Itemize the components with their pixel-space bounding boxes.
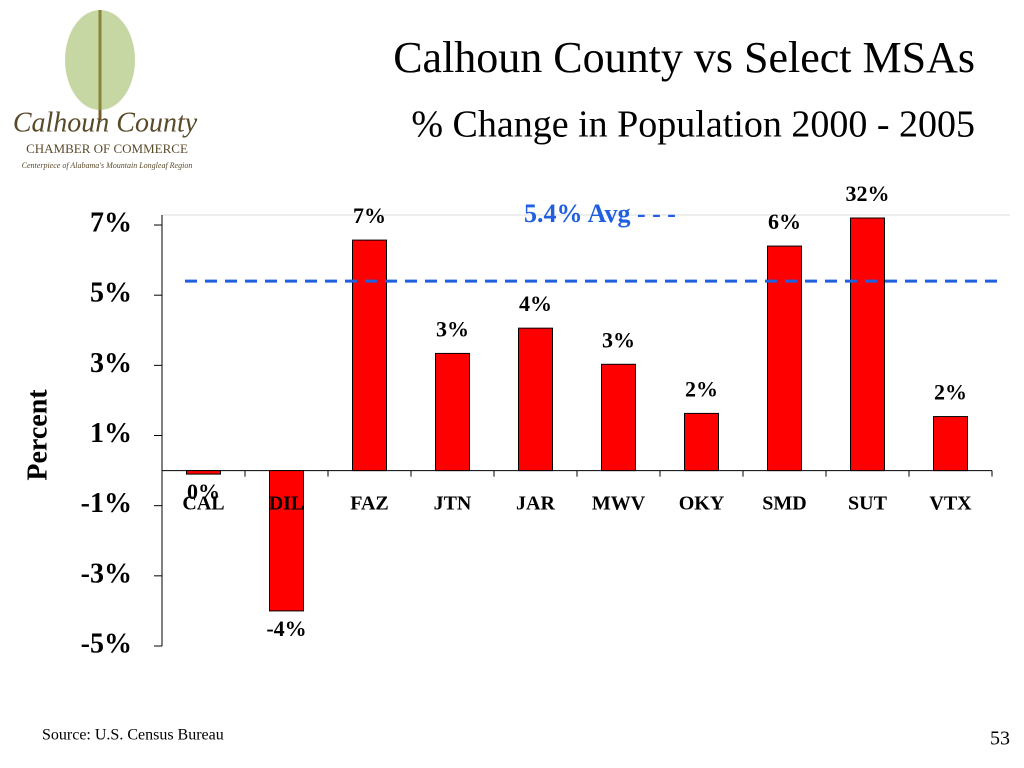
- bar: [518, 327, 553, 472]
- y-axis-label: Percent: [22, 389, 53, 481]
- x-tick-label: CAL: [182, 493, 224, 515]
- x-tick-label: VTX: [929, 493, 972, 515]
- value-label: 0%: [187, 479, 220, 504]
- value-label: 3%: [602, 327, 635, 352]
- logo-name: Calhoun County: [13, 107, 198, 138]
- chart-title: Calhoun County vs Select MSAs: [393, 33, 975, 82]
- source: Source: U.S. Census Bureau: [42, 727, 224, 744]
- value-label: 32%: [846, 181, 890, 206]
- value-label: 4%: [519, 291, 552, 316]
- bar: [186, 470, 221, 475]
- logo-org: CHAMBER OF COMMERCE: [26, 141, 188, 156]
- average-label: 5.4% Avg - - -: [524, 199, 676, 228]
- logo-foliage: [65, 10, 135, 110]
- value-label: -4%: [266, 616, 306, 641]
- y-tick-label: 1%: [90, 418, 132, 449]
- y-tick-label: -3%: [81, 558, 132, 589]
- bar: [767, 245, 802, 472]
- x-tick-label: SUT: [848, 493, 888, 515]
- page-number: 53: [990, 728, 1010, 750]
- bar: [352, 239, 387, 472]
- bar: [269, 470, 304, 612]
- bar: [601, 363, 636, 472]
- chart-subtitle: % Change in Population 2000 - 2005: [411, 104, 975, 146]
- bar: [684, 412, 719, 472]
- y-tick-label: 5%: [90, 278, 132, 309]
- x-tick-label: MWV: [592, 493, 646, 515]
- bar: [933, 416, 968, 472]
- x-tick-label: OKY: [679, 493, 725, 515]
- value-label: 3%: [436, 316, 469, 341]
- y-tick-label: -1%: [81, 488, 132, 519]
- value-label: 2%: [934, 380, 967, 405]
- x-tick-label: JTN: [434, 493, 472, 515]
- y-tick-label: -5%: [81, 628, 132, 659]
- x-tick-label: DIL: [269, 493, 305, 515]
- x-tick-label: SMD: [762, 493, 806, 515]
- x-tick-label: FAZ: [350, 493, 389, 515]
- logo: Calhoun County CHAMBER OF COMMERCE Cente…: [13, 10, 198, 170]
- bar: [435, 352, 470, 472]
- bar: [850, 217, 885, 472]
- value-label: 7%: [353, 203, 386, 228]
- value-label: 2%: [685, 376, 718, 401]
- x-tick-label: JAR: [516, 493, 555, 515]
- y-tick-label: 3%: [90, 348, 132, 379]
- logo-tagline: Centerpiece of Alabama's Mountain Longle…: [22, 161, 193, 170]
- value-label: 6%: [768, 209, 801, 234]
- y-tick-label: 7%: [90, 207, 132, 238]
